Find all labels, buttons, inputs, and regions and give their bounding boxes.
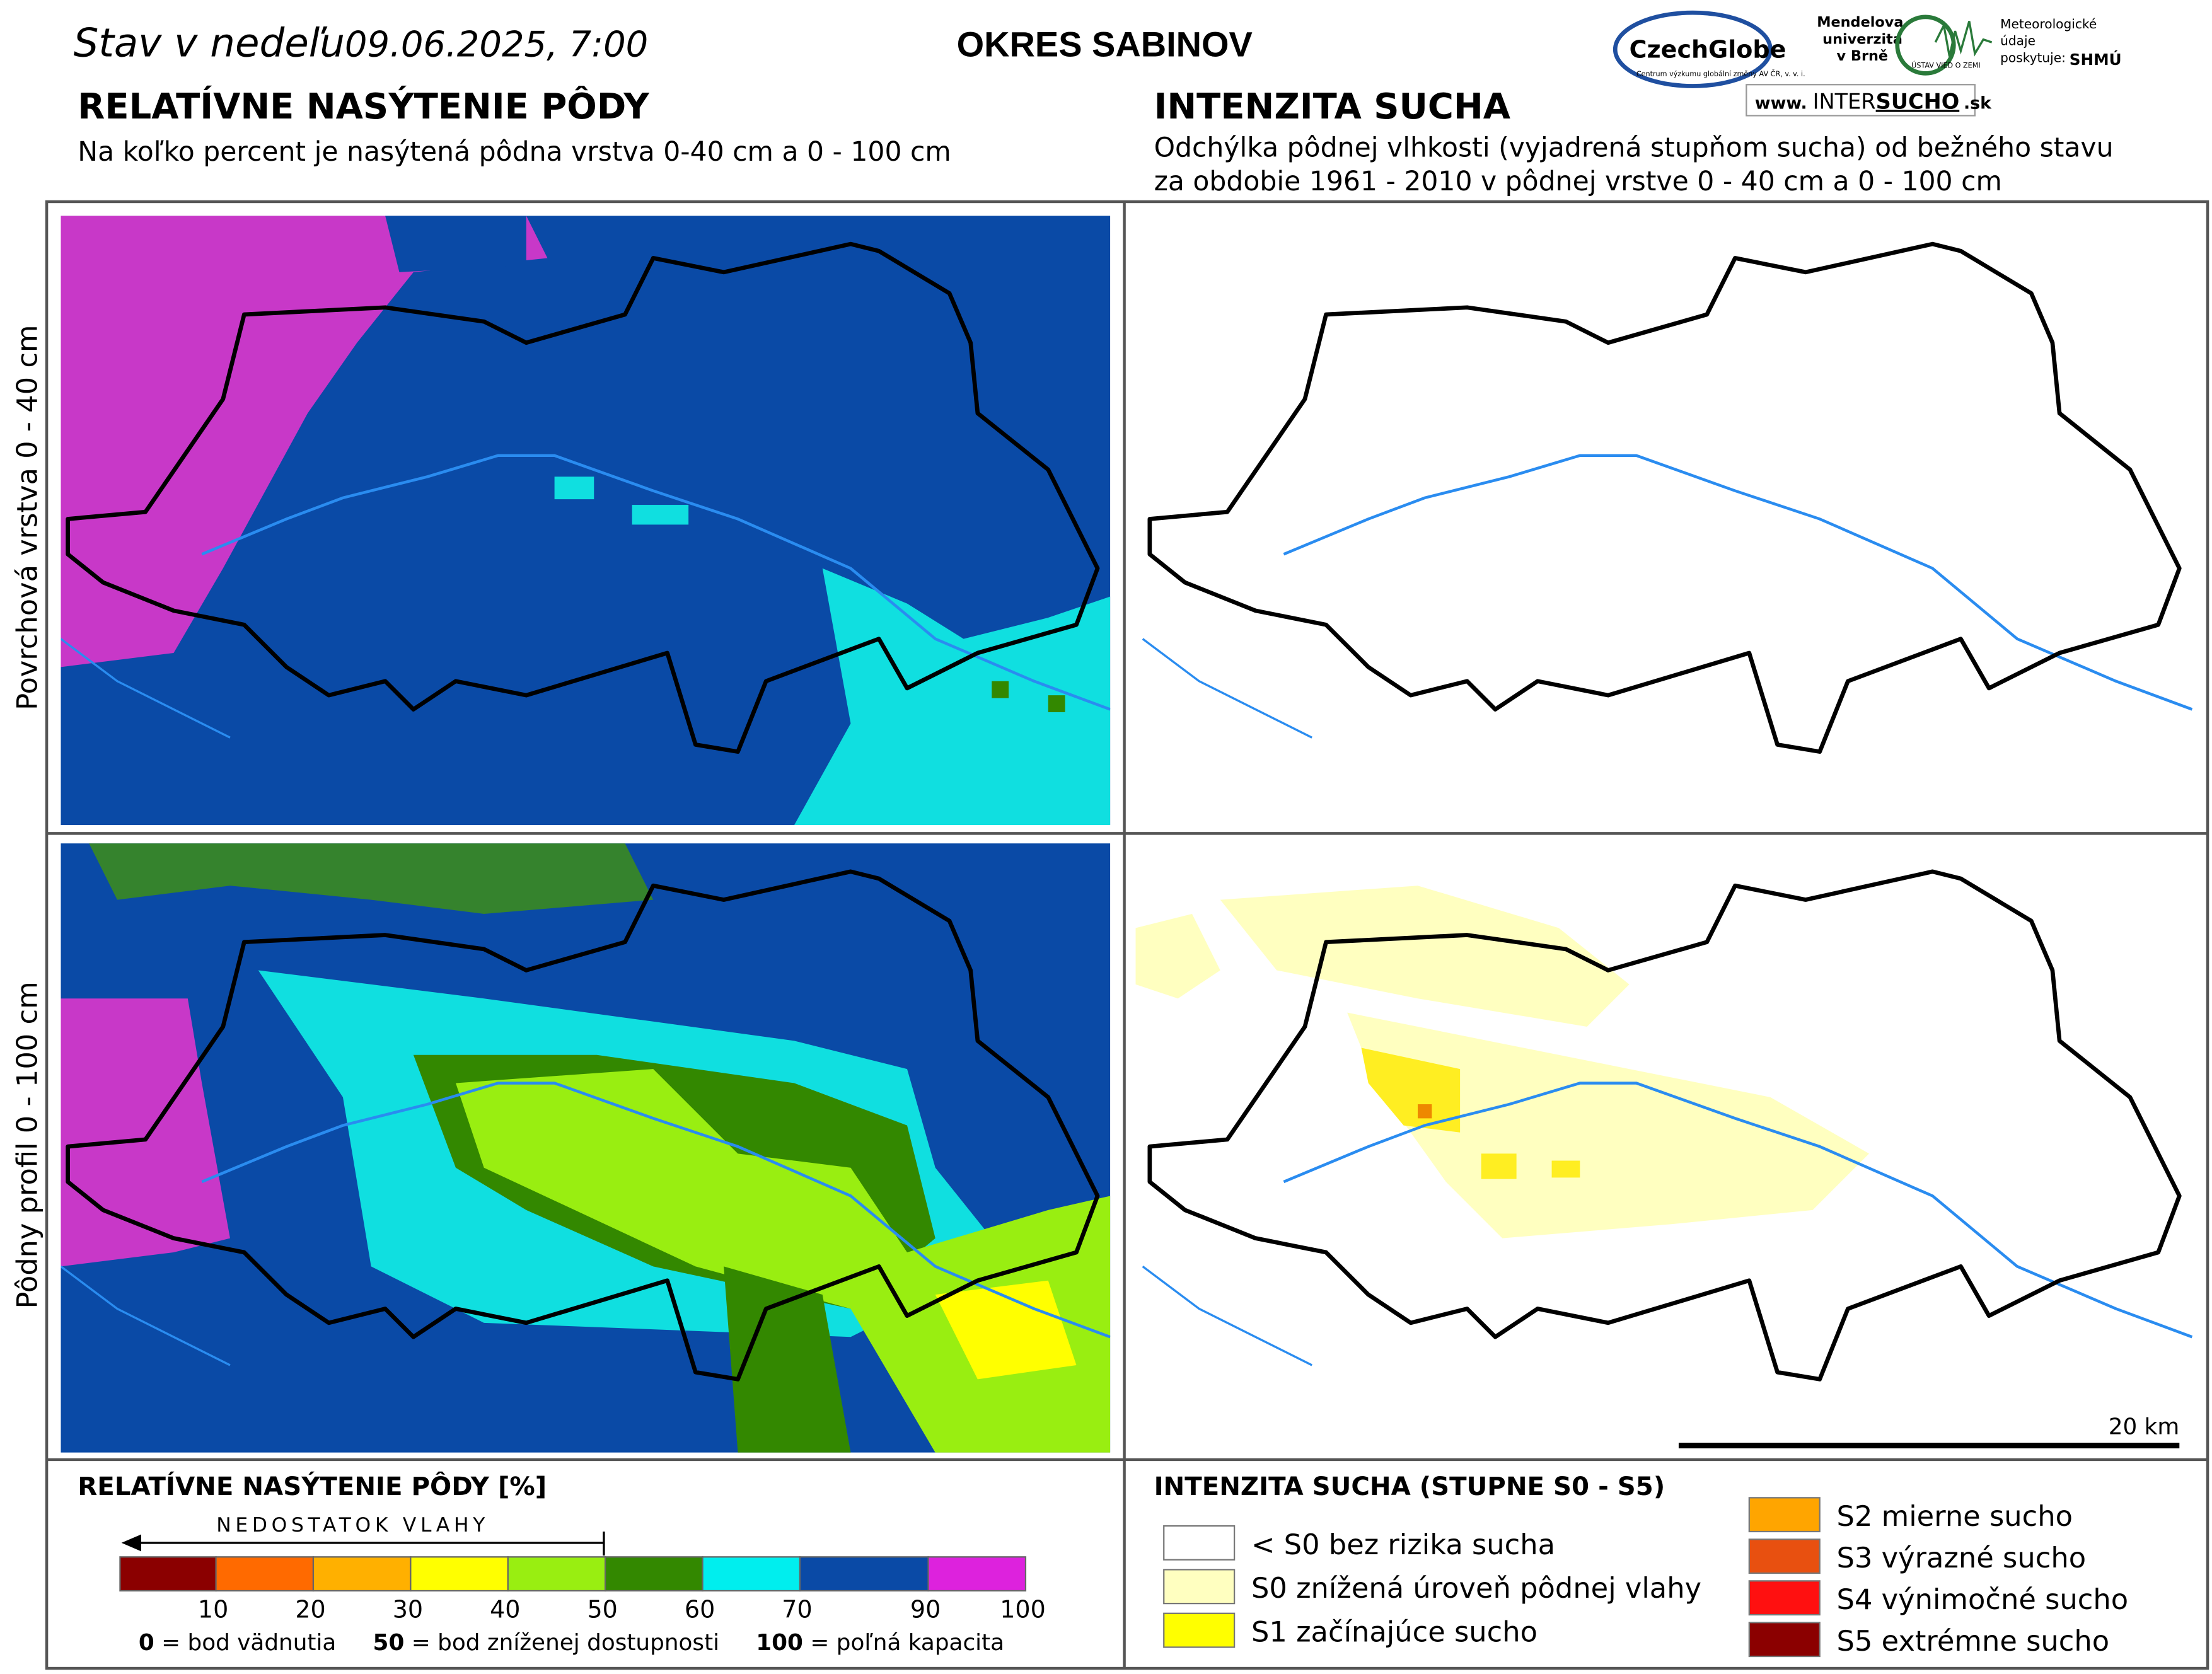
logo-text: INTER <box>1813 89 1876 113</box>
logo-text: ÚSTAV VIED O ZEMI <box>1911 61 1981 69</box>
logo-text: Meteorologické <box>2000 16 2097 32</box>
legend-label: S1 začínajúce sucho <box>1251 1615 1537 1649</box>
logo-text: univerzita <box>1822 31 1902 47</box>
logos: CzechGlobe Centrum výzkumu globální změn… <box>1613 10 2122 117</box>
note-text: = bod vädnutia <box>154 1630 337 1656</box>
legend-tick-label: 40 <box>490 1595 520 1623</box>
legend-label: S3 výrazné sucho <box>1837 1541 2087 1574</box>
legend-tick-label: 50 <box>587 1595 617 1623</box>
legend-label: S5 extrémne sucho <box>1837 1624 2110 1658</box>
legend-swatch <box>1748 1622 1821 1658</box>
legend-swatch <box>1163 1612 1236 1648</box>
legend-swatch <box>215 1556 315 1592</box>
logo-ring <box>1895 14 1956 76</box>
map-saturation-top <box>61 216 1111 825</box>
legend-tick-label: 60 <box>685 1595 715 1623</box>
legend-saturation: RELATÍVNE NASÝTENIE PÔDY [%] NEDOSTATOK … <box>78 1470 1045 1656</box>
legend-swatch <box>799 1556 929 1592</box>
legend-title: INTENZITA SUCHA (STUPNE S0 - S5) <box>1154 1472 1665 1501</box>
arrow-head <box>121 1534 141 1552</box>
legend-swatch <box>605 1556 704 1592</box>
legend-swatch <box>1748 1497 1821 1533</box>
row-label: Povrchová vrstva 0 - 40 cm <box>10 325 43 710</box>
legend-tick-label: 30 <box>393 1595 423 1623</box>
legend-notes: 0 = bod vädnutia 50 = bod zníženej dostup… <box>139 1630 1004 1656</box>
logo-text: www. <box>1755 93 1807 113</box>
date: 09.06.2025, 7:00 <box>345 25 648 66</box>
logo-wave <box>1934 21 1993 57</box>
map-drought-top <box>1135 216 2201 825</box>
logo-text: SUCHO <box>1876 89 1960 113</box>
legend-swatch <box>702 1556 801 1592</box>
legend-label: S0 znížená úroveň pôdnej vlahy <box>1251 1571 1701 1605</box>
legend-label: S4 výnimočné sucho <box>1837 1583 2129 1616</box>
logo-text: Centrum výzkumu globální změny AV ČR, v.… <box>1636 70 1805 78</box>
legend-swatch <box>119 1556 217 1592</box>
panel-subtitle: Odchýlka pôdnej vlhkosti (vyjadrená stup… <box>1154 132 2114 163</box>
legend-swatch <box>1163 1525 1236 1561</box>
legend-swatch <box>507 1556 606 1592</box>
arrow-label: NEDOSTATOK VLAHY <box>216 1514 489 1537</box>
note-key: 100 <box>756 1630 803 1656</box>
panel-subtitle: Na koľko percent je nasýtená pôdna vrstv… <box>78 137 951 168</box>
logo-text: Mendelova <box>1817 14 1903 31</box>
legend-swatch <box>1163 1569 1236 1605</box>
legend-swatch <box>927 1556 1027 1592</box>
logo-text: CzechGlobe <box>1630 36 1786 64</box>
legend-label: < S0 bez rizika sucha <box>1251 1528 1555 1561</box>
legend-swatch <box>1748 1538 1821 1574</box>
note-text: = poľná kapacita <box>803 1630 1004 1656</box>
legend-tick-label: 70 <box>782 1595 812 1623</box>
note-text: = bod zníženej dostupnosti <box>404 1630 719 1656</box>
logo-box <box>1746 84 1976 117</box>
legend-tick-label: 90 <box>910 1595 941 1623</box>
legend-label: S2 mierne sucho <box>1837 1499 2073 1533</box>
legend-drought: INTENZITA SUCHA (STUPNE S0 - S5) < S0 be… <box>1154 1472 2129 1658</box>
panel-title: RELATÍVNE NASÝTENIE PÔDY <box>78 86 650 127</box>
legend-title: RELATÍVNE NASÝTENIE PÔDY [%] <box>78 1470 547 1501</box>
date-line: Stav v nedeľu09.06.2025, 7:00 <box>74 20 649 66</box>
logo-text: údaje <box>2000 33 2035 49</box>
legend-swatch <box>1748 1580 1821 1616</box>
logo-ring <box>1613 10 1773 88</box>
logo-text: .sk <box>1964 93 1992 113</box>
row-label: Pôdny profil 0 - 100 cm <box>10 981 43 1308</box>
map-drought-bottom <box>1135 843 2201 1453</box>
legend-swatch <box>410 1556 509 1592</box>
scale-bar-label: 20 km <box>2109 1414 2180 1440</box>
legend-tick-label: 10 <box>198 1595 228 1623</box>
legend-tick-label: 100 <box>1000 1595 1046 1623</box>
note-key: 0 <box>139 1630 154 1656</box>
panel-title: INTENZITA SUCHA <box>1154 86 1510 127</box>
logo-text: v Brně <box>1837 48 1889 64</box>
logo-text: poskytuje: <box>2000 50 2066 65</box>
frame <box>45 200 2209 1670</box>
date-prefix: Stav v nedeľu <box>74 20 345 66</box>
logo-text: SHMÚ <box>2070 50 2122 69</box>
legend-swatch <box>312 1556 412 1592</box>
note-key: 50 <box>373 1630 405 1656</box>
district: OKRES SABINOV <box>957 25 1253 64</box>
logo-text: www. INTERSUCHO .sk <box>1755 89 1992 113</box>
panel-subtitle: za obdobie 1961 - 2010 v pôdnej vrstve 0… <box>1154 166 2002 197</box>
map-saturation-bottom <box>61 843 1111 1453</box>
legend-tick-label: 20 <box>295 1595 325 1623</box>
